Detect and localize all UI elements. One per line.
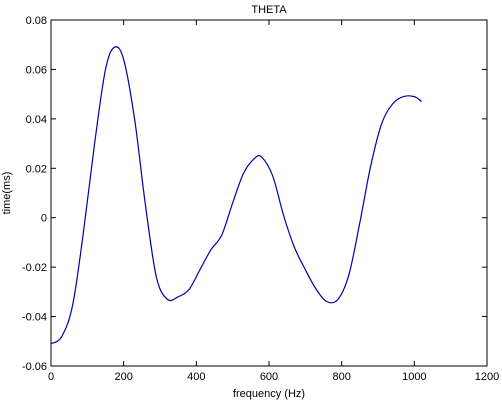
y-axis-ticks: -0.06 -0.04 -0.02 0 0.02 0.04 0.06 0.08 <box>22 15 487 373</box>
y-tick-label: 0.02 <box>26 163 47 175</box>
x-axis-title: frequency (Hz) <box>233 388 305 400</box>
plot-area <box>50 19 488 367</box>
y-tick-label: 0 <box>41 213 47 225</box>
x-tick-label: 400 <box>187 371 205 383</box>
y-tick-label: 0.04 <box>26 114 47 126</box>
y-tick-label: 0.06 <box>26 64 47 76</box>
x-tick-label: 1200 <box>475 371 499 383</box>
x-tick-label: 200 <box>114 371 132 383</box>
x-axis-ticks: 0 200 400 600 800 1000 1200 <box>48 20 499 383</box>
y-tick-label: -0.04 <box>22 312 47 324</box>
y-tick-label: -0.02 <box>22 262 47 274</box>
y-tick-label: 0.08 <box>26 15 47 27</box>
chart-title: THETA <box>251 4 287 16</box>
x-tick-label: 1000 <box>402 371 426 383</box>
y-tick-label: -0.06 <box>22 361 47 373</box>
y-axis-title: time(ms) <box>1 172 13 215</box>
series-line <box>50 46 422 345</box>
x-tick-label: 600 <box>260 371 278 383</box>
x-tick-label: 0 <box>48 371 54 383</box>
x-tick-label: 800 <box>332 371 350 383</box>
